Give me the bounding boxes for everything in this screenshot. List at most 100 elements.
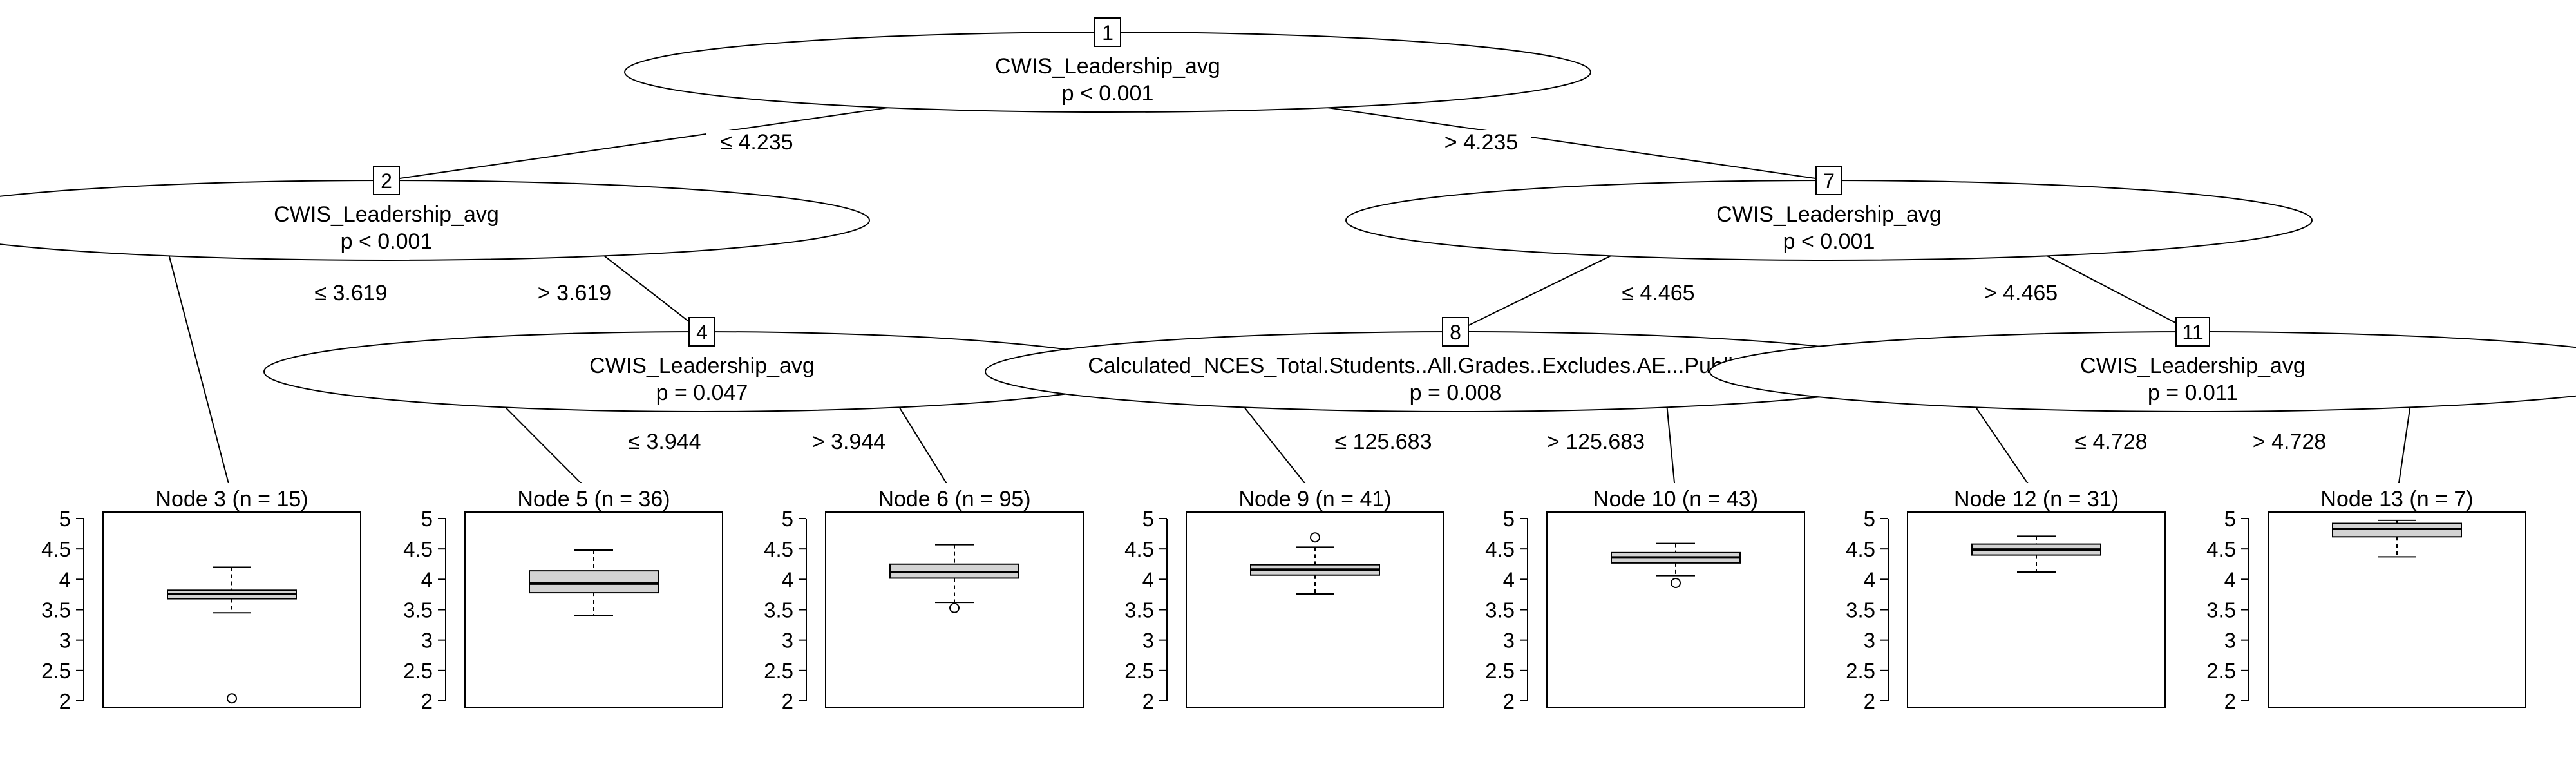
edge-line xyxy=(1325,106,1830,181)
edge-line xyxy=(1455,254,1612,332)
edge-split-label: > 3.619 xyxy=(538,281,611,305)
node-id-label: 4 xyxy=(696,321,708,344)
y-tick-label: 2.5 xyxy=(403,659,433,683)
terminal-node-panel: Node 9 (n = 41) 5 4.5 4 3.5 3 2.5 2 xyxy=(1124,483,1457,713)
y-tick-label: 5 xyxy=(1503,507,1515,531)
edge-line xyxy=(504,406,594,497)
panel-title-bg xyxy=(1173,483,1457,509)
p-value-label: p < 0.001 xyxy=(1783,229,1875,254)
terminal-node-panel: Node 6 (n = 95) 5 4.5 4 3.5 3 2.5 2 xyxy=(764,483,1096,713)
terminal-node-panel: Node 3 (n = 15) 5 4.5 4 3.5 3 2.5 2 xyxy=(41,483,374,713)
y-tick-label: 2.5 xyxy=(41,659,71,683)
y-tick-label: 2.5 xyxy=(1846,659,1875,683)
y-tick-label: 4 xyxy=(59,568,71,591)
plot-frame xyxy=(1546,511,1805,708)
edge-label-bg xyxy=(2239,430,2340,455)
edge-line xyxy=(898,406,955,497)
panel-title-bg xyxy=(452,483,735,509)
y-tick-label: 4 xyxy=(1142,568,1154,591)
edge-label-bg xyxy=(524,281,625,307)
y-tick-label: 3 xyxy=(782,629,793,653)
edge-split-label: ≤ 4.235 xyxy=(720,130,793,155)
y-tick-label: 2 xyxy=(1142,689,1154,713)
terminal-node-panel: Node 13 (n = 7) 5 4.5 4 3.5 3 2.5 2 xyxy=(2206,483,2539,713)
edge-split-label: ≤ 125.683 xyxy=(1334,430,1432,454)
y-tick-label: 3 xyxy=(2224,629,2236,653)
y-tick-label: 2.5 xyxy=(2206,659,2236,683)
y-tick-label: 4.5 xyxy=(2206,537,2236,561)
terminal-node-title: Node 10 (n = 43) xyxy=(1593,487,1758,511)
node-id-label: 1 xyxy=(1102,21,1113,44)
edge-line xyxy=(2396,406,2411,497)
edge-label-bg xyxy=(1533,430,1659,455)
plot-frame xyxy=(825,511,1084,708)
y-tick-label: 5 xyxy=(1142,507,1154,531)
edge-label-bg xyxy=(799,430,899,455)
y-tick-label: 3.5 xyxy=(764,598,793,622)
p-value-label: p = 0.047 xyxy=(656,381,748,405)
p-value-label: p < 0.001 xyxy=(1062,81,1154,106)
node-id-box xyxy=(373,166,400,195)
terminal-node-panel: Node 10 (n = 43) 5 4.5 4 3.5 3 2.5 2 xyxy=(1485,483,1817,713)
y-tick-label: 4 xyxy=(1503,568,1515,591)
node-id-box xyxy=(1094,17,1121,47)
p-value-label: p < 0.001 xyxy=(341,229,433,254)
terminal-node-title: Node 9 (n = 41) xyxy=(1238,487,1391,511)
edge-line xyxy=(1666,406,1676,497)
y-tick-label: 3.5 xyxy=(2206,598,2236,622)
edge-split-label: > 4.728 xyxy=(2253,430,2326,454)
outlier-point xyxy=(949,602,960,613)
y-tick-label: 4.5 xyxy=(1485,537,1515,561)
y-tick-label: 3.5 xyxy=(1846,598,1875,622)
edge-line xyxy=(1975,406,2037,497)
split-variable-label: CWIS_Leadership_avg xyxy=(589,354,815,378)
edge-split-label: ≤ 4.465 xyxy=(1622,281,1694,305)
edge-split-label: ≤ 4.728 xyxy=(2074,430,2147,454)
y-tick-label: 3.5 xyxy=(41,598,71,622)
node-id-box xyxy=(2175,317,2210,347)
split-variable-label: CWIS_Leadership_avg xyxy=(1716,202,1942,227)
y-tick-label: 5 xyxy=(2224,507,2236,531)
terminal-node-title: Node 13 (n = 7) xyxy=(2320,487,2473,511)
node-id-label: 7 xyxy=(1823,169,1835,193)
terminal-node-panel: Node 5 (n = 36) 5 4.5 4 3.5 3 2.5 2 xyxy=(403,483,735,713)
panel-title-bg xyxy=(813,483,1096,509)
y-tick-label: 3 xyxy=(1142,629,1154,653)
edge-line xyxy=(1243,406,1316,497)
y-tick-label: 5 xyxy=(421,507,433,531)
y-tick-label: 2.5 xyxy=(1124,659,1154,683)
edge-label-bg xyxy=(614,430,715,455)
y-tick-label: 5 xyxy=(1864,507,1875,531)
terminal-node-title: Node 6 (n = 95) xyxy=(878,487,1030,511)
node-id-label: 8 xyxy=(1450,321,1461,344)
y-tick-label: 3 xyxy=(59,629,71,653)
edge-split-label: ≤ 3.944 xyxy=(628,430,701,454)
y-tick-label: 2 xyxy=(2224,689,2236,713)
y-tick-label: 2.5 xyxy=(764,659,793,683)
plot-frame xyxy=(1186,511,1444,708)
edge-label-bg xyxy=(1431,130,1531,156)
plot-frame xyxy=(102,511,361,708)
edge-layer: ≤ 4.235 > 4.235 ≤ 3.619 > 3.619 ≤ 3.944 > 3.9… xyxy=(168,106,2411,497)
p-value-label: p = 0.008 xyxy=(1410,381,1502,405)
y-tick-label: 2 xyxy=(782,689,793,713)
edge-label-bg xyxy=(706,130,807,156)
p-value-label: p = 0.011 xyxy=(2148,381,2238,405)
y-tick-label: 5 xyxy=(59,507,71,531)
edge-label-bg xyxy=(1320,430,1446,455)
terminal-node-title: Node 12 (n = 31) xyxy=(1954,487,2119,511)
edge-label-bg xyxy=(1971,281,2071,307)
y-tick-label: 3.5 xyxy=(1124,598,1154,622)
panel-title-bg xyxy=(1895,483,2178,509)
edge-label-bg xyxy=(2061,430,2161,455)
y-tick-label: 3 xyxy=(1864,629,1875,653)
split-variable-label: CWIS_Leadership_avg xyxy=(274,202,499,227)
y-tick-label: 2.5 xyxy=(1485,659,1515,683)
edge-line xyxy=(168,255,232,497)
y-tick-label: 4.5 xyxy=(1124,537,1154,561)
y-tick-label: 4 xyxy=(1864,568,1875,591)
